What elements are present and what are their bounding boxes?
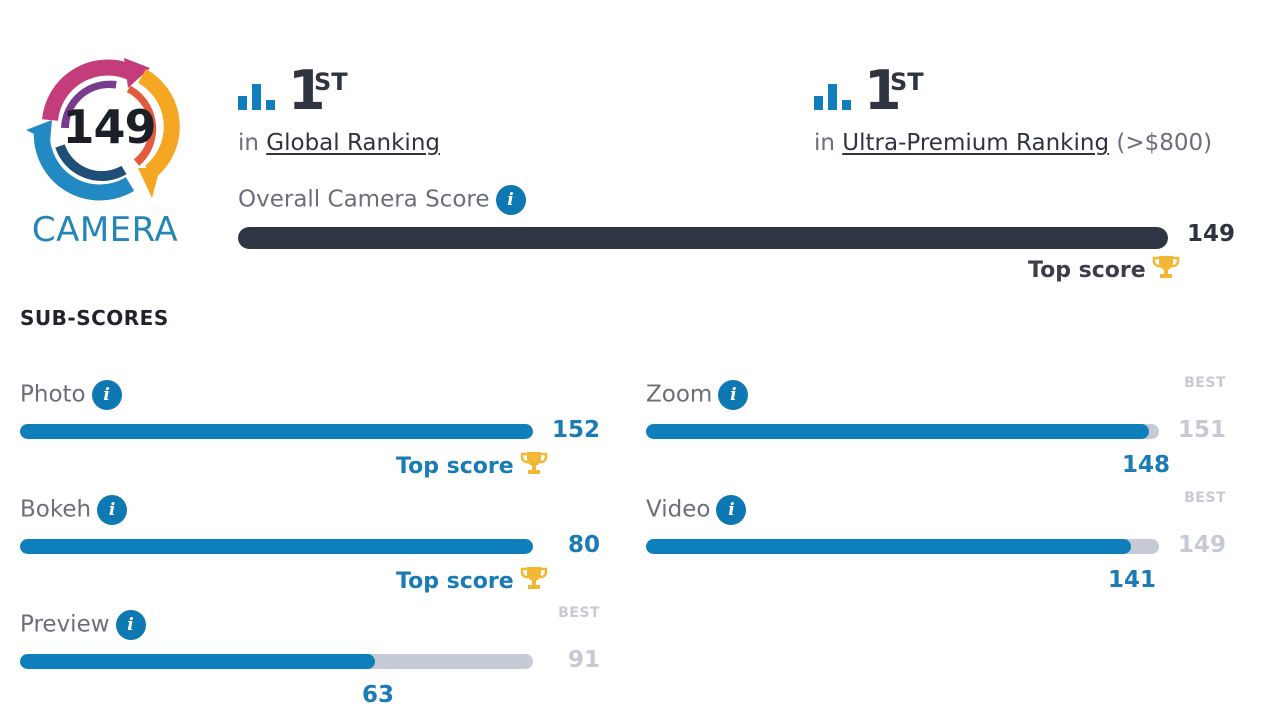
subscore-bar	[646, 539, 1159, 554]
info-icon[interactable]: i	[91, 380, 122, 410]
subscore-title: Preview	[20, 611, 110, 638]
overall-score-bar	[238, 227, 1168, 249]
ultra-premium-ranking-link[interactable]: Ultra-Premium Ranking	[842, 130, 1110, 156]
info-icon[interactable]: i	[716, 495, 747, 525]
overall-score-title: Overall Camera Score	[238, 186, 490, 213]
camera-score-badge: 149 CAMERA	[20, 50, 185, 250]
best-value: 149	[1177, 532, 1226, 558]
top-score-label: Top score	[1028, 258, 1146, 283]
subscore-label: Bokeh i	[20, 495, 128, 525]
subscore-label: Video i	[646, 495, 747, 525]
subscore-fill	[646, 539, 1132, 554]
subscore-value: 141	[1107, 567, 1156, 593]
info-icon[interactable]: i	[97, 495, 128, 525]
subscore-title: Photo	[20, 381, 86, 408]
rank-suffix: ST	[314, 68, 348, 96]
rank-suffix: ST	[890, 68, 924, 96]
subscore-bar	[20, 654, 533, 669]
best-value: 91	[567, 647, 600, 673]
subscores-heading: SUB-SCORES	[20, 306, 169, 330]
subscore-title: Zoom	[646, 381, 713, 408]
trophy-icon	[1152, 256, 1179, 278]
subscore-bar	[20, 424, 533, 439]
subscore-bar	[646, 424, 1159, 439]
subscore-fill	[20, 654, 375, 669]
bar-chart-icon	[238, 84, 275, 110]
top-score-label: Top score	[396, 569, 514, 594]
subscore-video: Video i BEST 149 141	[646, 490, 1236, 595]
overall-score-value: 149	[1186, 221, 1235, 247]
badge-label: CAMERA	[31, 210, 179, 250]
trophy-icon	[520, 452, 547, 474]
rank-description: in Global Ranking	[238, 130, 440, 156]
subscore-fill	[20, 539, 533, 554]
subscore-photo: Photo i 152 Top score	[20, 380, 610, 480]
trophy-icon	[520, 567, 547, 589]
subscore-value: 80	[567, 532, 600, 558]
info-icon[interactable]: i	[718, 380, 749, 410]
info-icon[interactable]: i	[115, 610, 146, 640]
overall-score-fill	[238, 227, 1168, 249]
price-range: (>$800)	[1116, 130, 1213, 156]
subscore-value: 63	[361, 682, 394, 708]
rank-position: 1	[288, 59, 326, 122]
subscore-label: Preview i	[20, 610, 146, 640]
subscore-value: 148	[1121, 452, 1170, 478]
rank-prefix: in	[814, 130, 835, 156]
subscore-title: Video	[646, 496, 711, 523]
subscore-fill	[20, 424, 533, 439]
top-score-label: Top score	[396, 454, 514, 479]
best-label: BEST	[558, 605, 600, 621]
subscore-label: Zoom i	[646, 380, 749, 410]
rank-prefix: in	[238, 130, 259, 156]
badge-ring-icon	[26, 58, 180, 201]
rank-description: in Ultra-Premium Ranking (>$800)	[814, 130, 1212, 156]
badge-score: 149	[62, 100, 156, 154]
best-value: 151	[1177, 417, 1226, 443]
best-label: BEST	[1184, 490, 1226, 506]
subscore-zoom: Zoom i BEST 151 148	[646, 375, 1236, 480]
subscore-preview: Preview i BEST 91 63	[20, 605, 610, 710]
subscore-fill	[646, 424, 1149, 439]
rank-position: 1	[864, 59, 902, 122]
bar-chart-icon	[814, 84, 851, 110]
best-label: BEST	[1184, 375, 1226, 391]
info-icon[interactable]: i	[495, 185, 526, 215]
subscore-label: Photo i	[20, 380, 122, 410]
subscore-title: Bokeh	[20, 496, 92, 523]
subscore-bar	[20, 539, 533, 554]
subscore-top-score: Top score	[396, 565, 548, 594]
subscore-value: 152	[551, 417, 600, 443]
global-ranking-link[interactable]: Global Ranking	[266, 130, 440, 156]
overall-top-score: Top score	[1028, 254, 1180, 283]
overall-score-label: Overall Camera Score i	[238, 185, 526, 215]
subscore-bokeh: Bokeh i 80 Top score	[20, 495, 610, 595]
subscore-top-score: Top score	[396, 450, 548, 479]
